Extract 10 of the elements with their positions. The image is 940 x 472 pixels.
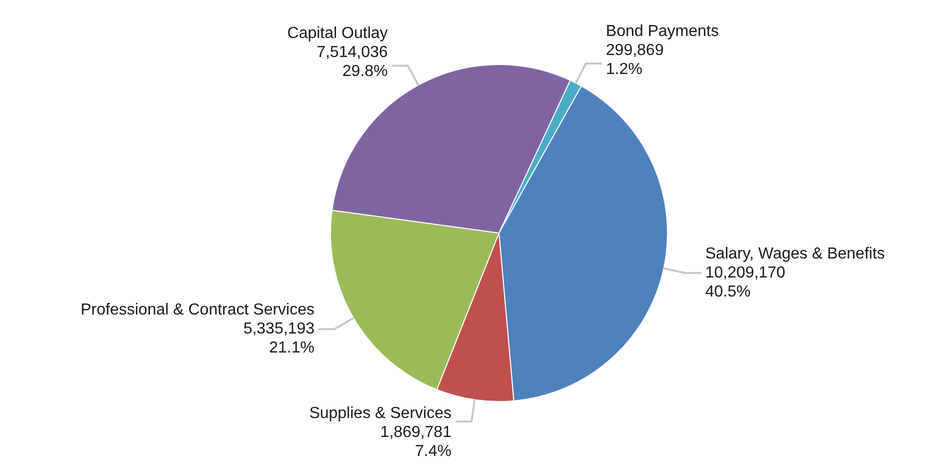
slice-label: Capital Outlay — [287, 25, 388, 42]
slice-label: Salary, Wages & Benefits — [705, 245, 885, 262]
slice-label: Bond Payments — [606, 22, 719, 40]
data-label: 7,514,036 29.8% — [316, 44, 388, 80]
data-label: 299,869 1.2% — [606, 42, 664, 78]
data-label: 5,335,193 21.1% — [243, 320, 315, 356]
data-label: 1,869,781 7.4% — [380, 424, 452, 460]
data-label: 10,209,170 40.5% — [705, 264, 786, 300]
slice-label: Professional & Contract Services — [80, 301, 315, 318]
slice-label: Supplies & Services — [309, 404, 452, 422]
